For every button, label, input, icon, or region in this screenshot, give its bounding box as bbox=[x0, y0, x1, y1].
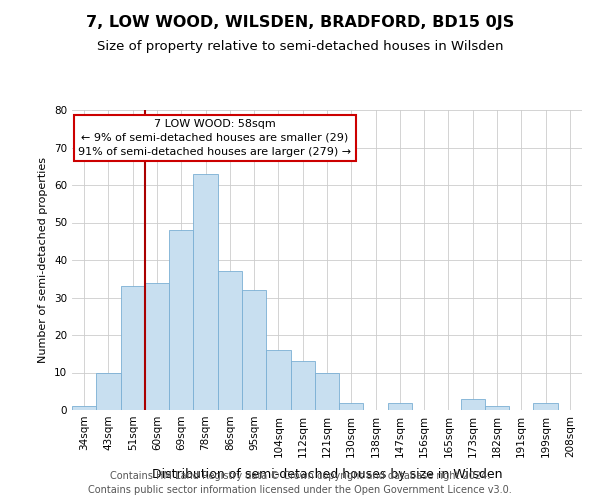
Text: Contains public sector information licensed under the Open Government Licence v3: Contains public sector information licen… bbox=[88, 485, 512, 495]
Bar bbox=[461, 399, 485, 410]
Bar bbox=[242, 290, 266, 410]
Bar bbox=[533, 402, 558, 410]
Bar bbox=[193, 174, 218, 410]
Text: 7, LOW WOOD, WILSDEN, BRADFORD, BD15 0JS: 7, LOW WOOD, WILSDEN, BRADFORD, BD15 0JS bbox=[86, 15, 514, 30]
Y-axis label: Number of semi-detached properties: Number of semi-detached properties bbox=[38, 157, 49, 363]
Text: Contains HM Land Registry data © Crown copyright and database right 2024.: Contains HM Land Registry data © Crown c… bbox=[110, 471, 490, 481]
Bar bbox=[388, 402, 412, 410]
Bar bbox=[339, 402, 364, 410]
Bar bbox=[96, 372, 121, 410]
Bar bbox=[72, 406, 96, 410]
X-axis label: Distribution of semi-detached houses by size in Wilsden: Distribution of semi-detached houses by … bbox=[152, 468, 502, 481]
Bar bbox=[266, 350, 290, 410]
Bar bbox=[218, 271, 242, 410]
Bar bbox=[290, 361, 315, 410]
Text: Size of property relative to semi-detached houses in Wilsden: Size of property relative to semi-detach… bbox=[97, 40, 503, 53]
Bar bbox=[315, 372, 339, 410]
Bar bbox=[145, 282, 169, 410]
Text: 7 LOW WOOD: 58sqm
← 9% of semi-detached houses are smaller (29)
91% of semi-deta: 7 LOW WOOD: 58sqm ← 9% of semi-detached … bbox=[78, 119, 352, 157]
Bar bbox=[121, 286, 145, 410]
Bar bbox=[169, 230, 193, 410]
Bar bbox=[485, 406, 509, 410]
